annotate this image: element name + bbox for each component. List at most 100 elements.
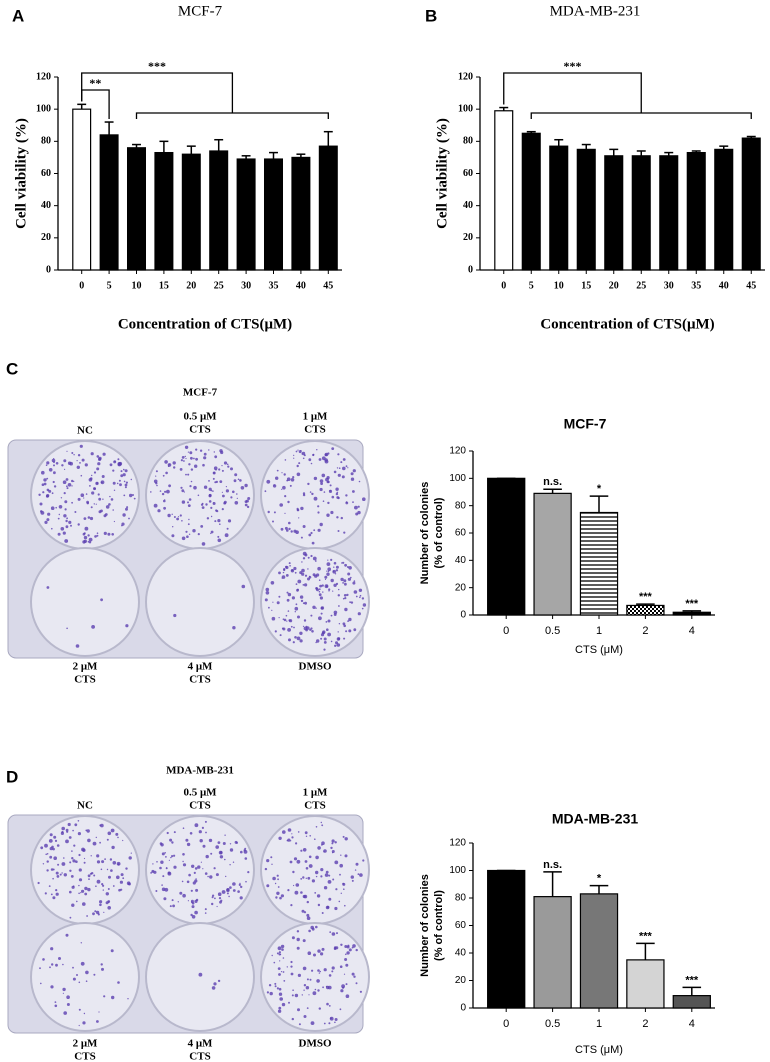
colony <box>103 911 105 914</box>
colony <box>71 885 75 889</box>
colony <box>283 473 286 476</box>
colony <box>117 836 119 839</box>
colony <box>291 994 294 997</box>
colony <box>211 986 216 990</box>
colony <box>287 592 292 597</box>
colony <box>321 456 326 461</box>
colony <box>293 566 297 571</box>
colony <box>61 826 65 831</box>
colony <box>325 905 330 910</box>
colony <box>58 505 63 509</box>
colony <box>289 484 292 487</box>
colony <box>276 874 279 877</box>
colony <box>232 490 235 494</box>
colony <box>172 461 176 465</box>
colony <box>286 966 288 968</box>
colony <box>239 882 241 885</box>
colony <box>95 503 97 505</box>
colony <box>352 469 356 473</box>
colony <box>297 579 302 584</box>
colony <box>195 878 197 880</box>
colony <box>336 637 341 641</box>
colony <box>302 602 305 605</box>
colony <box>212 471 216 475</box>
colony <box>240 486 245 490</box>
colony <box>337 594 340 597</box>
colony <box>63 459 67 463</box>
colony <box>219 480 223 483</box>
colony <box>291 596 295 600</box>
well-label: DMSO <box>299 661 332 673</box>
colony <box>340 516 343 520</box>
colony <box>52 480 55 484</box>
colony <box>305 835 308 837</box>
colony <box>296 507 299 510</box>
colony <box>159 490 162 492</box>
colony <box>40 510 43 513</box>
colony <box>335 487 339 491</box>
colony <box>217 841 221 844</box>
colony <box>124 469 128 473</box>
colony <box>240 885 243 889</box>
colony <box>80 892 82 894</box>
colony <box>226 463 229 466</box>
colony <box>310 462 313 465</box>
colony <box>103 995 106 998</box>
colony <box>53 464 55 467</box>
colony <box>133 497 136 500</box>
colony <box>215 469 217 471</box>
colony <box>203 452 207 456</box>
colony <box>123 494 126 497</box>
colony <box>290 972 294 976</box>
well <box>260 440 370 550</box>
colony <box>188 463 191 466</box>
colony <box>323 491 326 493</box>
colony <box>194 867 198 870</box>
colony <box>345 630 348 633</box>
colony <box>302 966 307 971</box>
colony <box>93 471 97 474</box>
colony <box>296 859 301 864</box>
colony <box>120 474 124 478</box>
colony <box>334 841 337 844</box>
colony <box>42 863 45 865</box>
colony <box>266 479 271 484</box>
bar <box>631 155 651 271</box>
colony <box>345 494 348 497</box>
bar <box>672 995 711 1009</box>
colony <box>173 516 176 518</box>
colony <box>347 467 349 469</box>
colony <box>300 878 303 880</box>
x-tick-label: 10 <box>132 280 142 291</box>
colony <box>209 875 213 879</box>
colony <box>176 517 180 521</box>
colony <box>80 961 85 966</box>
colony <box>230 467 233 471</box>
y-tick-label: 120 <box>449 838 466 849</box>
colony <box>328 1022 331 1025</box>
colony <box>272 876 276 881</box>
colony <box>125 507 128 511</box>
colony <box>162 875 165 878</box>
colony <box>125 867 128 870</box>
colony <box>362 497 366 502</box>
colony <box>339 965 343 968</box>
colony <box>315 607 317 609</box>
colony <box>290 478 295 482</box>
colony <box>167 465 170 468</box>
colony <box>115 832 119 836</box>
significance-label: * <box>597 483 602 495</box>
colony <box>69 861 72 864</box>
colony <box>323 1022 326 1025</box>
colony <box>344 958 348 961</box>
colony <box>284 459 287 461</box>
colony <box>296 930 300 933</box>
colony <box>289 565 291 567</box>
colony <box>199 449 203 452</box>
colony <box>164 460 168 464</box>
well-label: CTS <box>189 424 210 436</box>
colony <box>304 601 307 605</box>
colony <box>340 943 343 946</box>
colony <box>278 973 281 976</box>
colony <box>78 853 81 857</box>
